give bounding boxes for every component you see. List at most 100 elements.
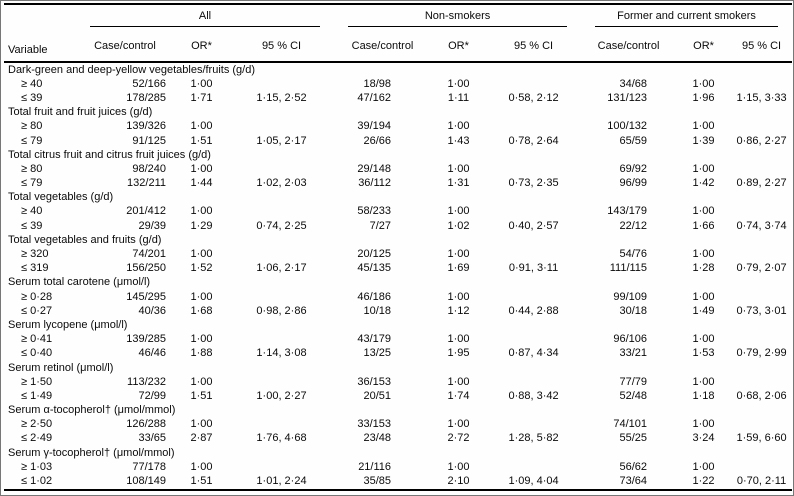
cell-case-control: 65/59 [619,134,648,147]
cell-or: 1·00 [190,77,213,90]
cell-ci [229,460,334,474]
section-row: Total fruit and fruit juices (g/d) [4,106,792,120]
section-title: Total fruit and fruit juices (g/d) [8,106,153,119]
row-label: ≤ 319 [21,262,49,275]
cell-ci [229,418,334,432]
cell-or: 1·51 [190,134,213,147]
cell-ci: 1·15, 2·52 [256,91,307,104]
cell-or: 1·00 [692,418,715,431]
cell-case-control: 139/285 [126,333,166,346]
section-title: Serum total carotene (μmol/l) [8,276,151,289]
cell-or: 1·00 [447,375,470,388]
cell-or: 1·00 [190,205,213,218]
cell-case-control: 131/123 [607,91,648,104]
cell-case-control: 99/109 [613,290,648,303]
cell-case-control: 35/85 [363,475,392,488]
cell-ci: 1·15, 3·33 [736,91,787,104]
table-row: ≥ 2·50 126/288 1·00 33/153 1·00 74/101 1·00 [4,418,792,432]
cell-ci: 1·28, 5·82 [508,432,559,445]
cell-ci: 1·01, 2·24 [256,475,307,488]
cell-ci [486,77,581,91]
row-label: ≥ 320 [21,248,49,261]
col-header-case-control: Case/control [581,31,677,63]
col-header-or: OR* [676,31,732,63]
cell-or: 1·49 [692,304,715,317]
row-label: ≥ 80 [21,162,43,175]
cell-ci: 0·78, 2·64 [508,134,559,147]
cell-or: 1·52 [190,262,213,275]
group-header-all: All [90,10,321,27]
cell-case-control: 72/99 [138,389,166,402]
cell-case-control: 156/250 [126,262,166,275]
cell-ci: 1·02, 2·03 [256,177,307,190]
cell-case-control: 36/153 [357,375,392,388]
table-row: ≥ 40 52/166 1·00 18/98 1·00 34/68 1·00 [4,77,792,91]
cell-ci [229,120,334,134]
cell-case-control: 55/25 [619,432,648,445]
cell-or: 1·00 [692,248,715,261]
cell-case-control: 96/106 [613,333,648,346]
cell-case-control: 73/64 [619,475,648,488]
cell-ci: 0·68, 2·06 [736,389,787,402]
cell-or: 1·69 [447,262,470,275]
cell-or: 1·00 [692,333,715,346]
section-row: Serum lycopene (μmol/l) [4,318,792,332]
col-header-case-control: Case/control [334,31,432,63]
cell-or: 1·00 [692,120,715,133]
group-header-former-current-smokers: Former and current smokers [595,10,779,27]
cell-ci [731,418,792,432]
cell-ci [229,205,334,219]
cell-ci [486,205,581,219]
cell-case-control: 43/179 [357,333,392,346]
cell-ci: 0·73, 2·35 [508,177,559,190]
cell-case-control: 52/48 [619,389,648,402]
cell-ci: 0·98, 2·86 [256,304,307,317]
cell-ci [731,290,792,304]
cell-or: 1·74 [447,389,470,402]
cell-or: 1·88 [190,347,213,360]
table-row: ≥ 1·50 113/232 1·00 36/153 1·00 77/79 1·00 [4,375,792,389]
cell-or: 1·53 [692,347,715,360]
col-header-ci: 95 % CI [486,31,582,63]
cell-ci [731,205,792,219]
cell-case-control: 74/201 [132,248,166,261]
cell-or: 1·00 [190,162,213,175]
cell-or: 1·00 [692,77,715,90]
cell-case-control: 33/153 [357,418,392,431]
cell-ci [731,120,792,134]
cell-ci: 0·40, 2·57 [508,219,559,232]
cell-case-control: 13/25 [363,347,392,360]
cell-or: 1·00 [190,248,213,261]
cell-or: 1·51 [190,389,213,402]
cell-or: 1·66 [692,219,715,232]
cell-case-control: 20/125 [357,248,392,261]
cell-case-control: 34/68 [619,77,648,90]
row-label: ≥ 0·41 [21,333,53,346]
section-row: Dark-green and deep-yellow vegetables/fr… [4,62,792,77]
cell-case-control: 143/179 [607,205,648,218]
cell-or: 1·00 [190,375,213,388]
cell-case-control: 46/46 [138,347,166,360]
cell-or: 1·00 [447,162,470,175]
cell-ci [731,375,792,389]
results-table: All Non-smokers Former and current smoke… [4,3,793,491]
cell-or: 1·12 [447,304,470,317]
col-header-variable: Variable [4,31,76,63]
cell-case-control: 10/18 [363,304,392,317]
cell-or: 1·00 [692,375,715,388]
cell-or: 1·00 [447,460,470,473]
cell-ci: 0·58, 2·12 [508,91,559,104]
cell-case-control: 29/148 [357,162,392,175]
column-header-row: Variable Case/control OR* 95 % CI Case/c… [4,31,793,63]
cell-ci [229,162,334,176]
cell-ci: 0·88, 3·42 [508,389,559,402]
row-label: ≥ 80 [21,120,43,133]
cell-or: 1·29 [190,219,213,232]
table-row: ≥ 320 74/201 1·00 20/125 1·00 54/76 1·00 [4,247,792,261]
table-row: ≤ 2·49 33/65 2·87 1·76, 4·68 23/48 2·72 1·28, … [4,432,792,446]
row-label: ≤ 39 [21,219,43,232]
section-row: Total vegetables and fruits (g/d) [4,233,792,247]
cell-case-control: 98/240 [132,162,166,175]
cell-case-control: 96/99 [619,177,648,190]
cell-case-control: 132/211 [127,177,166,190]
